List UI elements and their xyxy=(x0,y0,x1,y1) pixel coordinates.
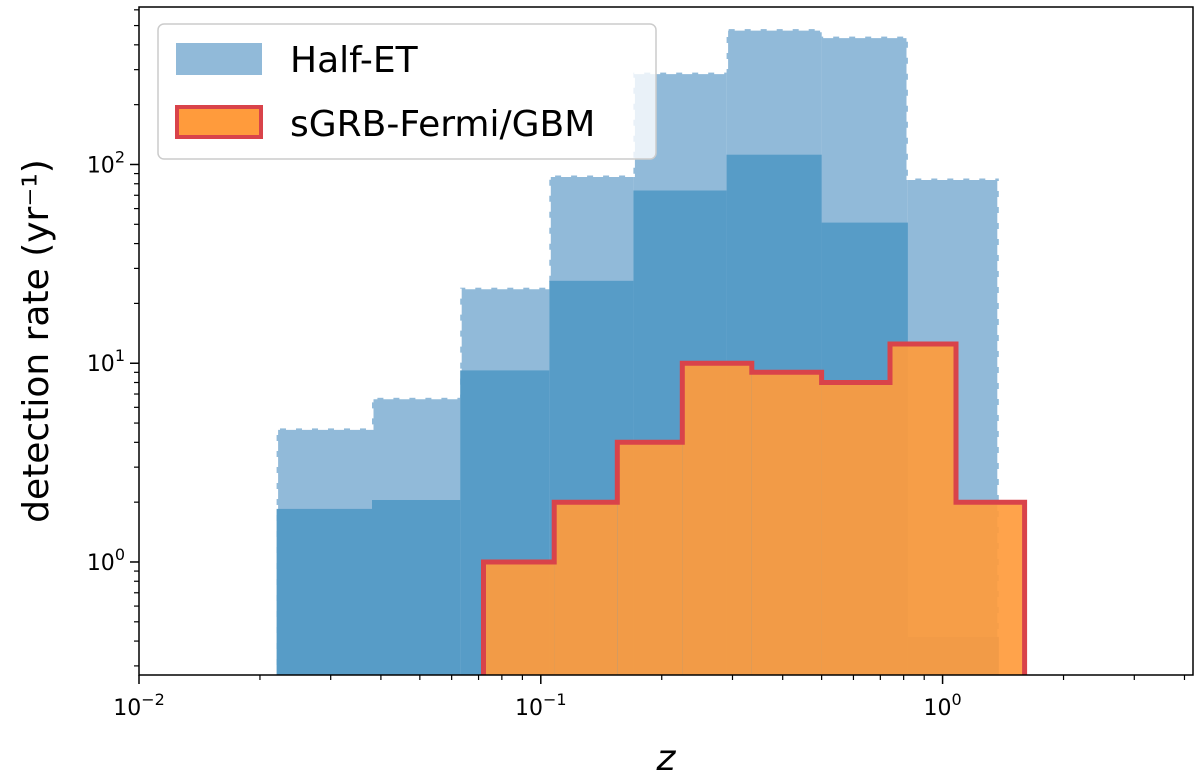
y-tick-label: 100 xyxy=(87,545,125,576)
sgrb-bar xyxy=(751,372,822,675)
plot-area xyxy=(275,27,1028,676)
y-axis-ticks: 100 101 102 xyxy=(87,9,139,667)
legend-label-half-et: Half-ET xyxy=(290,40,419,81)
x-tick-label: 100 xyxy=(923,690,961,721)
legend-label-sgrb: sGRB-Fermi/GBM xyxy=(290,104,595,145)
y-tick-label: 102 xyxy=(87,147,125,178)
sgrb-bar xyxy=(554,502,618,675)
legend-swatch-sgrb xyxy=(175,105,263,139)
sgrb-bar xyxy=(956,502,1025,675)
legend: Half-ET sGRB-Fermi/GBM xyxy=(157,23,657,160)
x-tick-label: 10−2 xyxy=(113,690,165,721)
y-axis-label: detection rate (yr⁻¹) xyxy=(16,159,57,523)
y-tick-label: 101 xyxy=(87,346,125,377)
sgrb-bar xyxy=(682,363,752,675)
x-axis-ticks: 10−2 10−1 100 xyxy=(113,675,1186,721)
half-et-median-bar xyxy=(276,508,372,675)
sgrb-bar xyxy=(821,382,890,675)
sgrb-outline xyxy=(481,341,1028,675)
plot-frame xyxy=(138,6,1194,676)
sgrb-bar xyxy=(890,344,956,675)
sgrb-bar xyxy=(617,442,683,675)
legend-swatch-half-et xyxy=(176,43,262,75)
x-tick-label: 10−1 xyxy=(515,690,567,721)
half-et-median-bar xyxy=(372,500,461,675)
sgrb-bars xyxy=(483,344,1025,675)
sgrb-step-line xyxy=(481,341,1028,675)
sgrb-bar xyxy=(483,562,555,675)
legend-box xyxy=(157,23,657,160)
x-axis-label: z xyxy=(656,738,677,777)
